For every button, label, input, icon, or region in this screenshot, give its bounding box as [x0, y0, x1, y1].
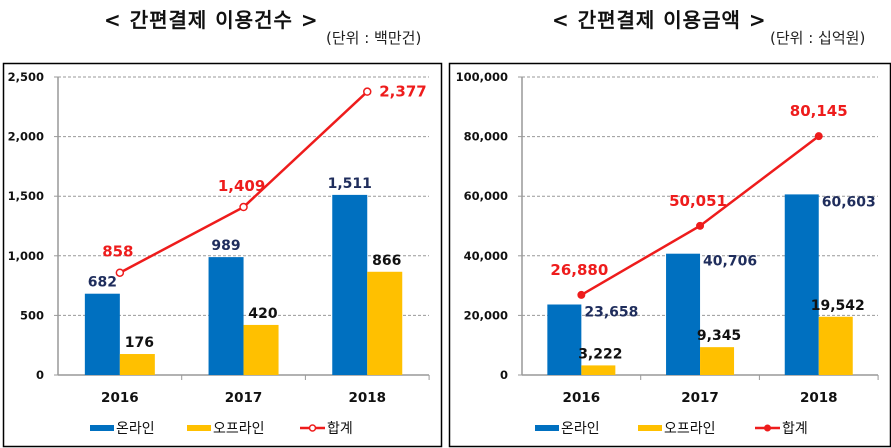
- bar-offline-label: 9,345: [697, 328, 741, 344]
- y-tick-label: 0: [36, 368, 44, 382]
- x-category-label: 2016: [563, 390, 601, 406]
- bar-online: [784, 194, 819, 375]
- y-tick-label: 1,000: [8, 249, 44, 263]
- y-tick-label: 500: [20, 308, 44, 322]
- right-chart-title: < 간편결제 이용금액 >: [552, 8, 767, 32]
- x-category-label: 2018: [348, 390, 386, 406]
- legend-swatch-offline: [638, 425, 662, 431]
- legend-label-online: 온라인: [116, 421, 155, 437]
- legend: 온라인 오프라인 합계: [90, 421, 353, 437]
- legend-marker-total: [308, 424, 317, 432]
- legend-swatch-online: [90, 425, 114, 431]
- chart-frame: [2, 62, 443, 448]
- total-marker: [696, 221, 705, 230]
- legend: 온라인 오프라인 합계: [535, 421, 808, 437]
- bar-online-label: 40,706: [703, 254, 757, 270]
- x-category-label: 2018: [800, 390, 838, 406]
- bar-online: [666, 253, 701, 375]
- bar-offline: [119, 354, 155, 375]
- bar-offline: [243, 324, 279, 375]
- bar-offline-label: 3,222: [578, 346, 622, 362]
- bar-online: [208, 257, 244, 375]
- total-label: 50,051: [669, 192, 727, 210]
- legend-label-offline: 오프라인: [213, 421, 265, 437]
- right-chart: 0 20,000 40,000 60,000 80,000 100,000 23,658 3,…: [448, 62, 891, 448]
- total-label: 1,409: [218, 177, 265, 195]
- bar-online-label: 60,603: [822, 194, 876, 210]
- bar-online: [84, 293, 120, 375]
- legend-label-total: 합계: [782, 421, 808, 437]
- bar-online: [547, 304, 582, 375]
- bar-offline-label: 420: [248, 306, 277, 322]
- bar-online-label: 989: [211, 238, 240, 254]
- legend-swatch-offline: [187, 425, 211, 431]
- bar-offline-label: 866: [372, 253, 401, 269]
- y-tick-label: 1,500: [8, 189, 44, 203]
- y-tick-label: 0: [500, 368, 508, 382]
- legend-marker-total: [764, 424, 771, 432]
- legend-swatch-online: [535, 425, 559, 431]
- bar-offline-label: 19,542: [811, 298, 865, 314]
- total-marker: [239, 202, 248, 212]
- legend-label-offline: 오프라인: [664, 421, 716, 437]
- left-chart-unit: (단위 : 백만건): [326, 29, 422, 47]
- legend-label-online: 온라인: [561, 421, 600, 437]
- y-tick-label: 40,000: [464, 249, 508, 263]
- bar-offline: [367, 271, 403, 375]
- x-category-label: 2017: [225, 390, 263, 406]
- total-marker: [363, 87, 372, 96]
- legend-label-total: 합계: [327, 421, 353, 437]
- bar-online-label: 23,658: [584, 304, 638, 320]
- x-category-label: 2016: [101, 390, 139, 406]
- bar-online-label: 1,511: [328, 176, 372, 192]
- y-tick-label: 2,000: [8, 130, 44, 144]
- total-label: 858: [102, 243, 133, 261]
- x-category-label: 2017: [681, 390, 719, 406]
- y-tick-label: 100,000: [456, 70, 508, 84]
- y-tick-label: 80,000: [464, 130, 508, 144]
- y-tick-label: 60,000: [464, 189, 508, 203]
- y-tick-label: 2,500: [8, 70, 44, 84]
- bar-online-label: 682: [88, 275, 117, 291]
- bar-offline-label: 176: [125, 335, 154, 351]
- bar-online: [332, 194, 368, 375]
- left-chart: 0 500 1,000 1,500 2,000 2,500 682 176 2016 989 420…: [2, 62, 443, 448]
- bar-offline: [818, 316, 853, 375]
- total-marker: [577, 290, 586, 299]
- left-chart-title: < 간편결제 이용건수 >: [104, 8, 319, 32]
- right-chart-unit: (단위 : 십억원): [770, 29, 866, 47]
- total-marker: [814, 132, 823, 141]
- y-tick-label: 20,000: [464, 308, 508, 322]
- total-label: 2,377: [379, 83, 426, 101]
- total-label: 80,145: [790, 102, 848, 120]
- total-marker: [115, 268, 125, 277]
- bar-offline: [700, 347, 735, 375]
- bar-offline: [581, 365, 616, 375]
- total-label: 26,880: [550, 261, 608, 279]
